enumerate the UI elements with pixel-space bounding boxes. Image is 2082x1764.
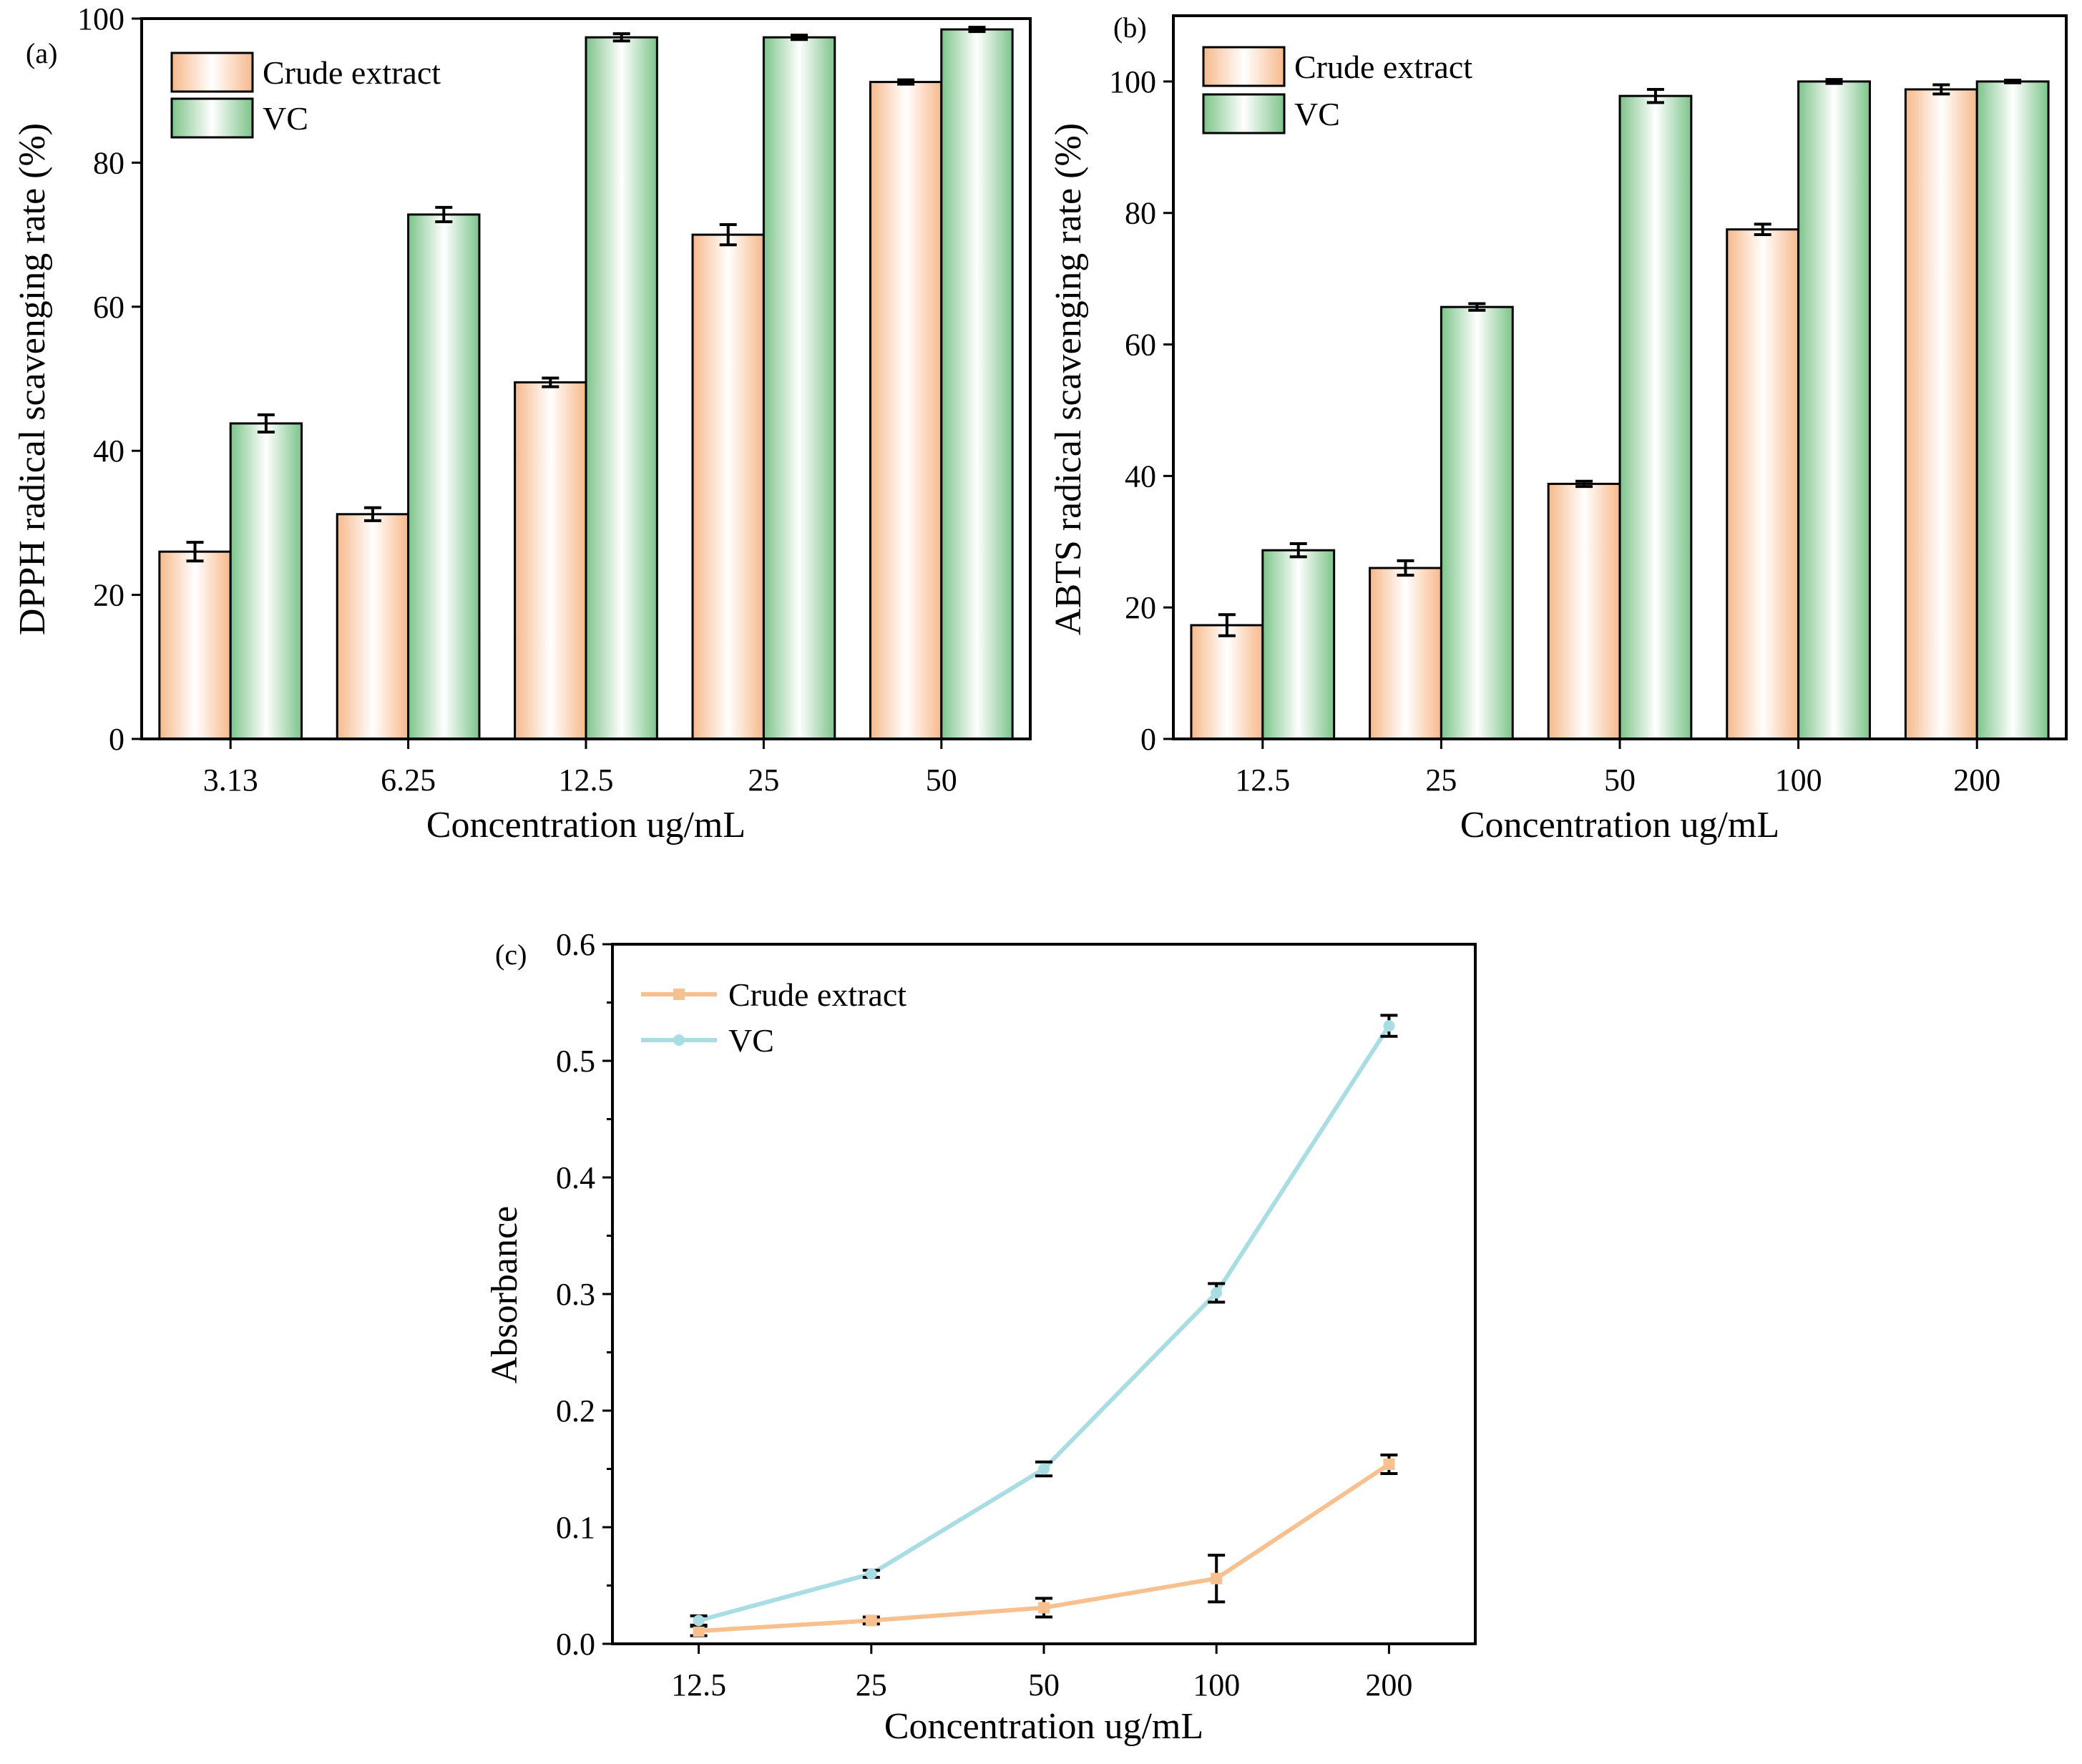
legend-label-crude-extract: Crude extract — [728, 976, 906, 1013]
vc-marker — [1211, 1287, 1223, 1299]
y-tick-label: 100 — [77, 1, 124, 36]
vc-bar — [585, 36, 658, 740]
y-tick-label: 100 — [1109, 64, 1156, 99]
legend-label-vc: VC — [263, 100, 308, 137]
y-tick-label: 80 — [1125, 196, 1156, 231]
x-tick-label: 50 — [1604, 763, 1636, 798]
y-tick-label: 20 — [93, 578, 124, 613]
panel-label: (b) — [1113, 11, 1147, 44]
vc-bar — [762, 36, 836, 740]
legend-label-vc: VC — [1294, 96, 1340, 132]
x-tick-label: 50 — [926, 763, 957, 798]
crude-extract-bar — [1369, 567, 1442, 740]
crude-extract-marker — [693, 1625, 705, 1637]
crude-extract-bar — [691, 233, 765, 740]
x-tick-label: 12.5 — [671, 1667, 726, 1702]
y-tick-label: 0.1 — [556, 1510, 595, 1545]
vc-bar — [407, 213, 481, 740]
vc-bar — [1618, 94, 1693, 740]
vc-marker — [1383, 1020, 1395, 1032]
y-tick-label: 40 — [93, 433, 124, 469]
legend-label-crude-extract: Crude extract — [1294, 49, 1472, 85]
y-tick-label: 0 — [1140, 722, 1156, 757]
plot-frame — [611, 943, 1477, 1645]
x-axis-title: Concentration ug/mL — [426, 805, 746, 846]
x-axis-title: Concentration ug/mL — [884, 1706, 1203, 1747]
legend-swatch-vc — [170, 97, 254, 139]
vc-marker — [1038, 1463, 1050, 1475]
panel-b-abts-chart: (b) 0 20 40 60 80 100 12.5 25 50 100 200 Concentrati… — [1048, 11, 2068, 846]
x-tick-label: 6.25 — [381, 763, 436, 798]
legend-swatch-crude-extract — [1202, 46, 1286, 87]
crude-extract-bar — [869, 81, 943, 740]
x-tick-label: 12.5 — [1235, 763, 1290, 798]
crude-extract-bar — [1547, 482, 1621, 740]
panel-c-absorbance-chart: (c) 0.0 0.1 0.2 0.3 0.4 0.5 0.6 12.5 25 50 100 200 Co… — [484, 927, 1477, 1747]
crude-extract-bar — [158, 550, 232, 740]
x-tick-label: 100 — [1775, 763, 1822, 798]
y-tick-label: 0.2 — [556, 1393, 595, 1429]
crude-extract-bar — [514, 381, 587, 740]
y-tick-label: 0.6 — [556, 927, 595, 962]
y-tick-label: 20 — [1125, 590, 1156, 625]
x-tick-label: 200 — [1365, 1667, 1412, 1702]
x-tick-label: 100 — [1193, 1667, 1240, 1702]
crude-extract-bar — [1726, 228, 1800, 740]
crude-extract-marker — [1038, 1602, 1050, 1614]
vc-bar — [1975, 80, 2050, 740]
crude-extract-bar — [336, 513, 410, 740]
x-tick-label: 25 — [748, 763, 779, 798]
y-tick-label: 0.5 — [556, 1044, 595, 1079]
panel-label: (a) — [26, 37, 57, 69]
x-axis-title: Concentration ug/mL — [1460, 805, 1779, 846]
x-tick-label: 12.5 — [559, 763, 614, 798]
legend-swatch-crude-extract — [170, 52, 254, 93]
crude-extract-marker — [865, 1614, 877, 1627]
x-tick-label: 3.13 — [203, 763, 258, 798]
y-tick-label: 60 — [1125, 328, 1156, 363]
y-tick-label: 0.0 — [556, 1627, 595, 1662]
plot-frame — [1172, 14, 2068, 740]
x-tick-label: 50 — [1028, 1667, 1060, 1702]
crude-extract-bar — [1190, 624, 1264, 740]
vc-bar — [1797, 80, 1871, 740]
vc-bar — [1440, 305, 1514, 740]
plot-frame — [140, 17, 1032, 740]
y-tick-label: 40 — [1125, 459, 1156, 494]
y-axis-title: Absorbance — [484, 1206, 525, 1383]
legend-label-crude-extract: Crude extract — [263, 54, 441, 91]
y-axis-title: ABTS radical scavenging rate (%) — [1048, 123, 1089, 635]
crude-extract-marker — [1211, 1572, 1223, 1584]
legend-marker-vc — [673, 1034, 685, 1046]
y-tick-label: 60 — [93, 290, 124, 325]
panel-label: (c) — [495, 939, 527, 971]
x-tick-label: 25 — [1425, 763, 1457, 798]
x-tick-label: 25 — [856, 1667, 887, 1702]
vc-marker — [865, 1568, 877, 1580]
vc-bar — [940, 28, 1014, 740]
y-axis-title: DPPH radical scavenging rate (%) — [12, 123, 53, 635]
legend-marker-crude-extract — [673, 989, 685, 1000]
vc-bar — [229, 422, 303, 740]
y-tick-label: 0.4 — [556, 1160, 595, 1195]
vc-bar — [1261, 549, 1336, 740]
y-tick-label: 0.3 — [556, 1277, 595, 1312]
y-tick-label: 0 — [109, 722, 124, 757]
crude-extract-bar — [1904, 88, 1978, 740]
vc-marker — [693, 1614, 705, 1627]
panel-a-dpph-chart: (a) 0 20 40 60 80 100 3.13 6.25 12.5 25 50 Concentra… — [12, 1, 1032, 846]
x-tick-label: 200 — [1953, 763, 2000, 798]
crude-extract-marker — [1383, 1458, 1395, 1470]
legend-label-vc: VC — [728, 1022, 774, 1059]
legend-swatch-vc — [1202, 93, 1286, 134]
y-tick-label: 80 — [93, 145, 124, 180]
